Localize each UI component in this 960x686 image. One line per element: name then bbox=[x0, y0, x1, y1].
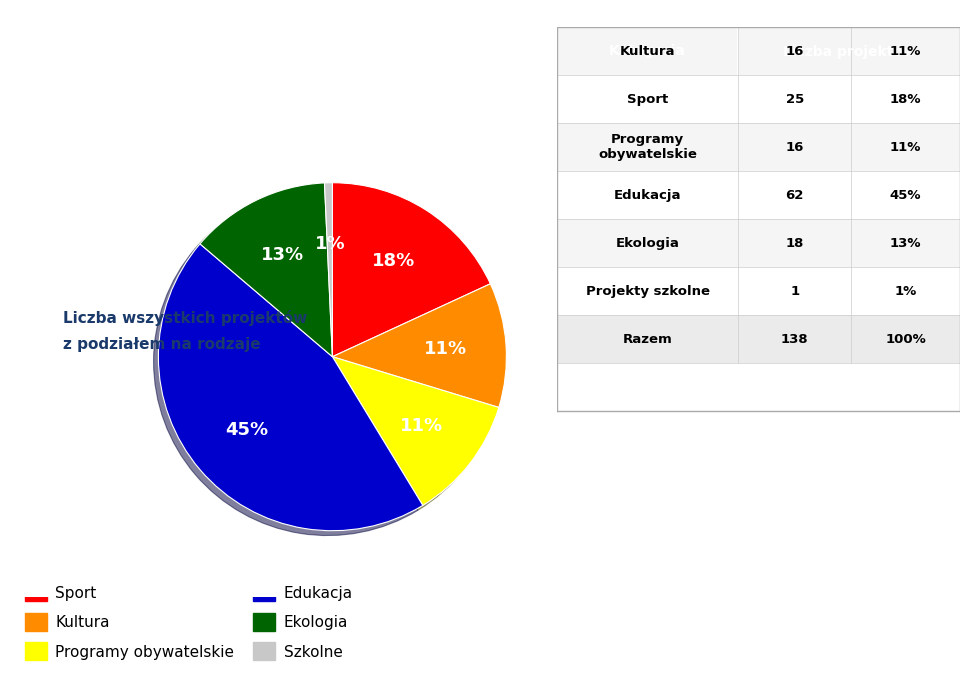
Text: Edukacja: Edukacja bbox=[613, 189, 682, 202]
Text: Projekty szkolne: Projekty szkolne bbox=[586, 285, 709, 298]
Text: 13%: 13% bbox=[261, 246, 304, 264]
Wedge shape bbox=[332, 182, 491, 357]
Bar bbox=[557, 315, 960, 363]
Bar bbox=[25, 642, 47, 660]
Text: Liczba projektów: Liczba projektów bbox=[782, 44, 916, 59]
Text: 45%: 45% bbox=[890, 189, 922, 202]
Text: Szkolne: Szkolne bbox=[283, 645, 343, 660]
Wedge shape bbox=[332, 357, 499, 506]
Text: 16: 16 bbox=[785, 141, 804, 154]
Text: Programy
obywatelskie: Programy obywatelskie bbox=[598, 133, 697, 161]
Text: 1%: 1% bbox=[315, 235, 346, 252]
Bar bbox=[557, 123, 960, 172]
Wedge shape bbox=[324, 182, 332, 357]
Text: 18: 18 bbox=[785, 237, 804, 250]
Bar bbox=[557, 172, 960, 220]
Text: 1: 1 bbox=[790, 285, 800, 298]
Text: Kultura: Kultura bbox=[56, 615, 109, 630]
Bar bbox=[738, 27, 960, 75]
Bar bbox=[557, 220, 960, 267]
Text: 18%: 18% bbox=[372, 252, 415, 270]
Text: z podziałem na rodzaje: z podziałem na rodzaje bbox=[62, 337, 260, 352]
Bar bbox=[557, 27, 960, 75]
Text: 11%: 11% bbox=[890, 141, 922, 154]
Text: 1%: 1% bbox=[895, 285, 917, 298]
Text: Programy obywatelskie: Programy obywatelskie bbox=[56, 645, 234, 660]
Bar bbox=[253, 642, 276, 660]
Text: 138: 138 bbox=[780, 333, 808, 346]
Text: Edukacja: Edukacja bbox=[283, 586, 353, 601]
Bar bbox=[25, 583, 47, 601]
Text: 16: 16 bbox=[785, 45, 804, 58]
Bar bbox=[253, 583, 276, 601]
Text: 45%: 45% bbox=[225, 421, 268, 439]
Text: 11%: 11% bbox=[890, 45, 922, 58]
Text: 25: 25 bbox=[785, 93, 804, 106]
Wedge shape bbox=[332, 284, 506, 407]
Text: 11%: 11% bbox=[423, 340, 467, 358]
Text: 18%: 18% bbox=[890, 93, 922, 106]
Text: Sport: Sport bbox=[627, 93, 668, 106]
Bar bbox=[557, 27, 738, 75]
Text: 100%: 100% bbox=[885, 333, 926, 346]
Text: Razem: Razem bbox=[623, 333, 672, 346]
Text: Kategoria: Kategoria bbox=[609, 45, 686, 58]
Bar bbox=[25, 613, 47, 630]
Text: Ekologia: Ekologia bbox=[615, 237, 680, 250]
Bar bbox=[557, 267, 960, 315]
Text: 62: 62 bbox=[785, 189, 804, 202]
Bar bbox=[557, 75, 960, 123]
Text: Sport: Sport bbox=[56, 586, 97, 601]
Text: 11%: 11% bbox=[400, 417, 444, 435]
Text: Liczba wszystkich projektów: Liczba wszystkich projektów bbox=[62, 311, 307, 327]
Text: Ekologia: Ekologia bbox=[283, 615, 348, 630]
Wedge shape bbox=[158, 244, 422, 531]
Bar bbox=[253, 613, 276, 630]
Text: 13%: 13% bbox=[890, 237, 922, 250]
Wedge shape bbox=[200, 183, 332, 357]
Text: Kultura: Kultura bbox=[620, 45, 675, 58]
